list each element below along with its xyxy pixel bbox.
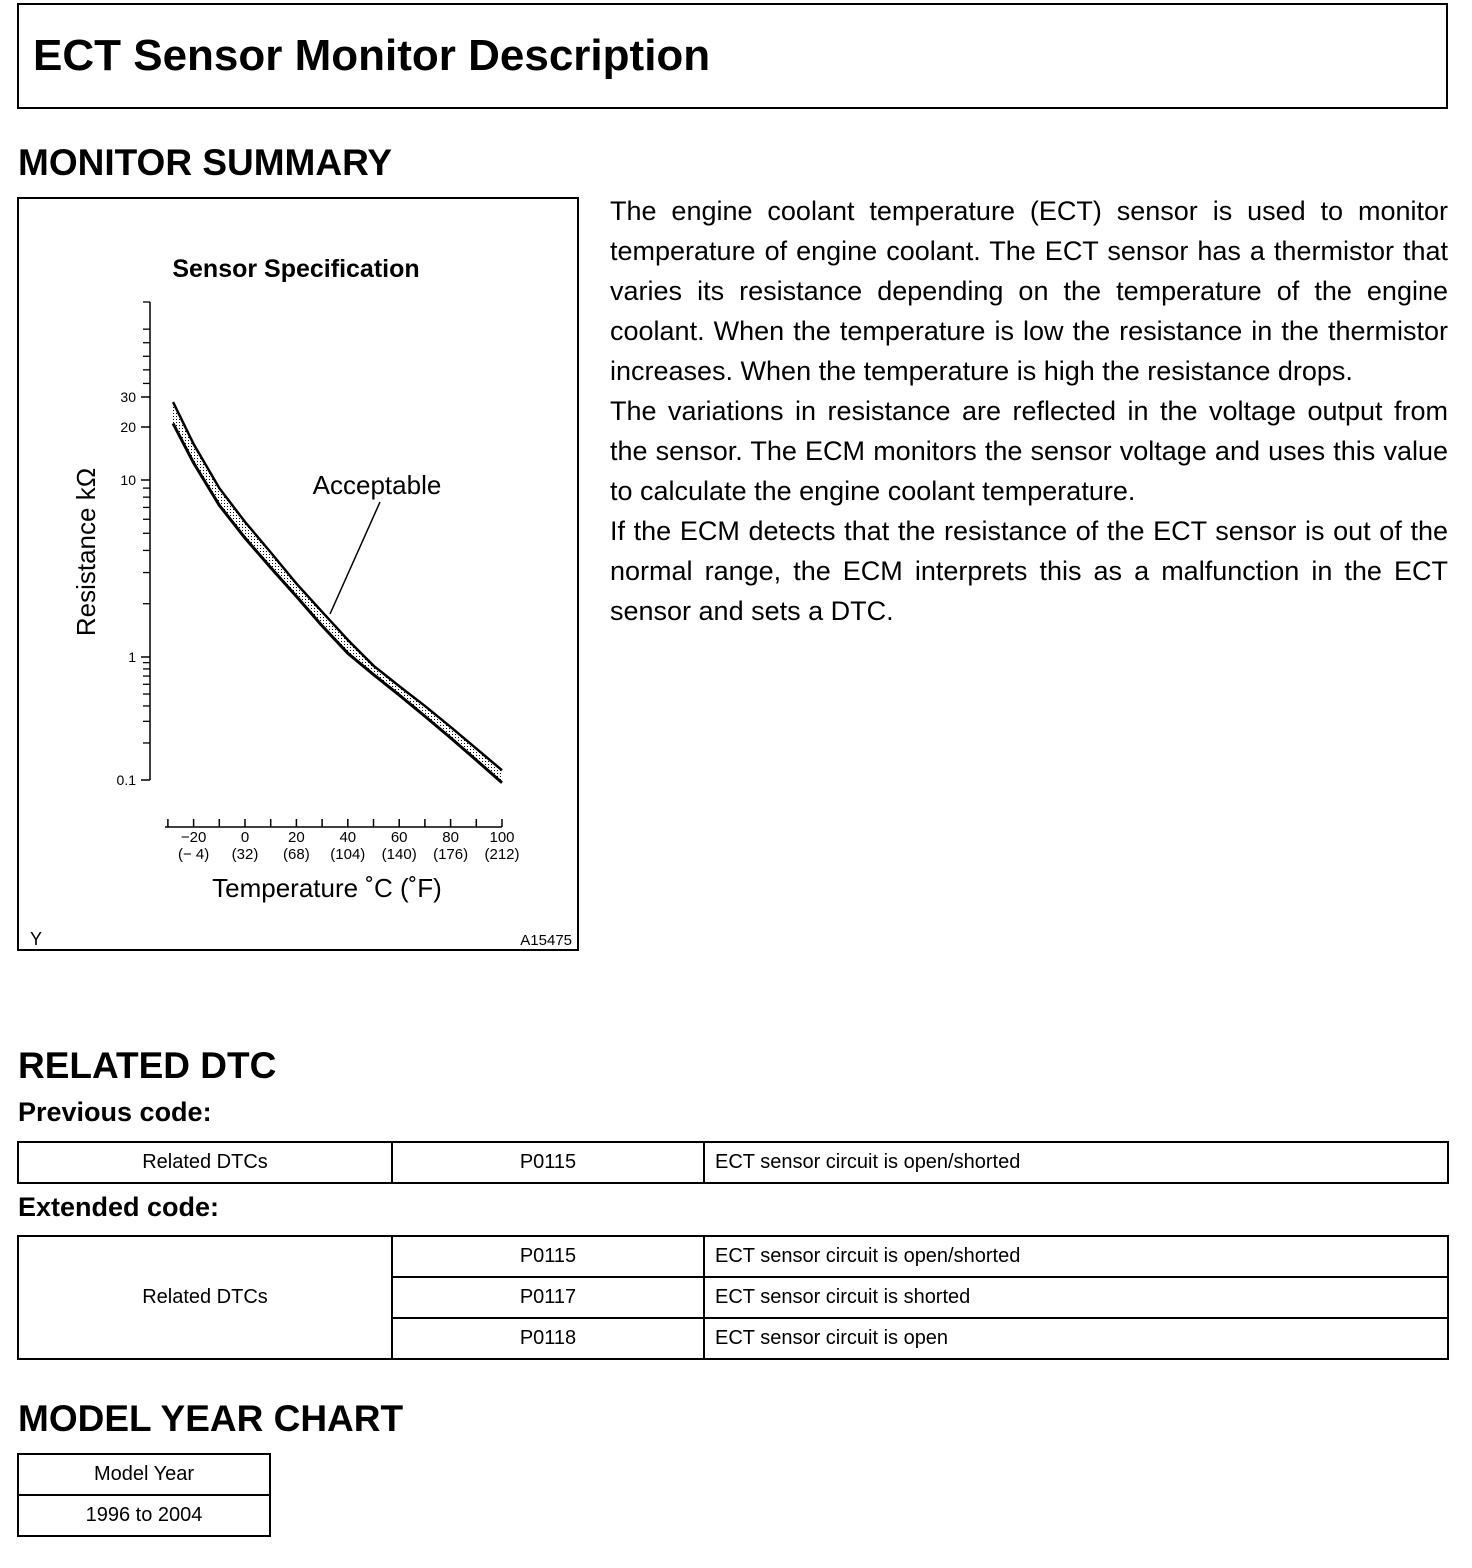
- x-tick-label-c: 40: [339, 829, 356, 846]
- x-tick-label-c: 60: [391, 829, 408, 846]
- extended-code-table: Related DTCs P0115 ECT sensor circuit is…: [17, 1235, 1449, 1360]
- related-dtc-heading: RELATED DTC: [18, 1045, 277, 1086]
- x-tick-label-f: (32): [232, 846, 259, 863]
- sensor-spec-figure: Sensor Specification Resistance kΩ Tempe…: [17, 197, 579, 951]
- model-year-header: Model Year: [17, 1453, 271, 1496]
- table-row: P0118 ECT sensor circuit is open: [18, 1317, 1449, 1360]
- paragraph: The variations in resistance are reflect…: [610, 396, 1448, 506]
- related-dtcs-cell: Related DTCs: [17, 1235, 393, 1360]
- extended-code-label: Extended code:: [18, 1192, 220, 1222]
- sensor-spec-chart: Sensor Specification Resistance kΩ Tempe…: [30, 255, 572, 949]
- model-year-value: 1996 to 2004: [17, 1494, 271, 1537]
- dtc-code: P0117: [391, 1276, 705, 1319]
- dtc-description: ECT sensor circuit is open: [703, 1317, 1449, 1360]
- y-tick-label: 1: [128, 649, 136, 665]
- x-tick-label-f: (212): [484, 846, 519, 863]
- x-tick-label-f: (− 4): [178, 846, 209, 863]
- page-title: ECT Sensor Monitor Description: [33, 31, 711, 80]
- x-tick-label-f: (176): [433, 846, 468, 863]
- y-tick-label: 30: [120, 389, 136, 405]
- y-axis-label: Resistance kΩ: [71, 468, 101, 636]
- x-tick-label-f: (140): [382, 846, 417, 863]
- upper-bound-line: [171, 401, 503, 772]
- previous-code-label: Previous code:: [18, 1097, 212, 1127]
- dtc-code: P0118: [391, 1317, 705, 1360]
- x-axis-label: Temperature ˚C (˚F): [212, 873, 442, 903]
- x-tick-label-f: (104): [330, 846, 365, 863]
- monitor-summary-text: The engine coolant temperature (ECT) sen…: [610, 191, 1448, 631]
- title-box: ECT Sensor Monitor Description: [17, 3, 1448, 109]
- dtc-description: ECT sensor circuit is open/shorted: [703, 1235, 1449, 1278]
- y-tick-label: 20: [120, 419, 136, 435]
- dtc-description: ECT sensor circuit is shorted: [703, 1276, 1449, 1319]
- dtc-code: P0115: [391, 1235, 705, 1278]
- dtc-description: ECT sensor circuit is open/shorted: [703, 1141, 1449, 1184]
- table-row: Related DTCs P0115 ECT sensor circuit is…: [17, 1141, 1449, 1184]
- previous-code-table: Related DTCs P0115 ECT sensor circuit is…: [17, 1141, 1449, 1184]
- annotation-acceptable: Acceptable: [313, 470, 442, 500]
- x-tick-label-c: 0: [241, 829, 249, 846]
- x-tick-label-c: 20: [288, 829, 305, 846]
- model-year-table: Model Year 1996 to 2004: [17, 1453, 271, 1537]
- annotation-leader-line: [329, 501, 381, 615]
- corner-label: Y: [30, 929, 42, 949]
- acceptable-band: [173, 402, 503, 783]
- model-year-heading: MODEL YEAR CHART: [18, 1398, 404, 1439]
- lower-bound-line: [171, 422, 503, 784]
- x-tick-label-f: (68): [283, 846, 310, 863]
- y-tick-label: 10: [120, 472, 136, 488]
- paragraph: The engine coolant temperature (ECT) sen…: [610, 196, 1448, 386]
- y-tick-label: 0.1: [117, 772, 137, 788]
- table-row: P0117 ECT sensor circuit is shorted: [18, 1276, 1449, 1319]
- dtc-code: P0115: [391, 1141, 705, 1184]
- figure-id: A15475: [520, 932, 572, 949]
- x-tick-label-c: 100: [489, 829, 514, 846]
- x-tick-label-c: 80: [442, 829, 459, 846]
- x-tick-label-c: −20: [181, 829, 206, 846]
- paragraph: If the ECM detects that the resistance o…: [610, 516, 1448, 626]
- monitor-summary-heading: MONITOR SUMMARY: [18, 142, 393, 183]
- table-row: 1996 to 2004: [17, 1494, 271, 1537]
- table-row: Related DTCs P0115 ECT sensor circuit is…: [17, 1235, 1449, 1360]
- chart-title: Sensor Specification: [172, 255, 419, 283]
- related-dtcs-cell: Related DTCs: [17, 1141, 393, 1184]
- table-row: Model Year: [17, 1453, 271, 1496]
